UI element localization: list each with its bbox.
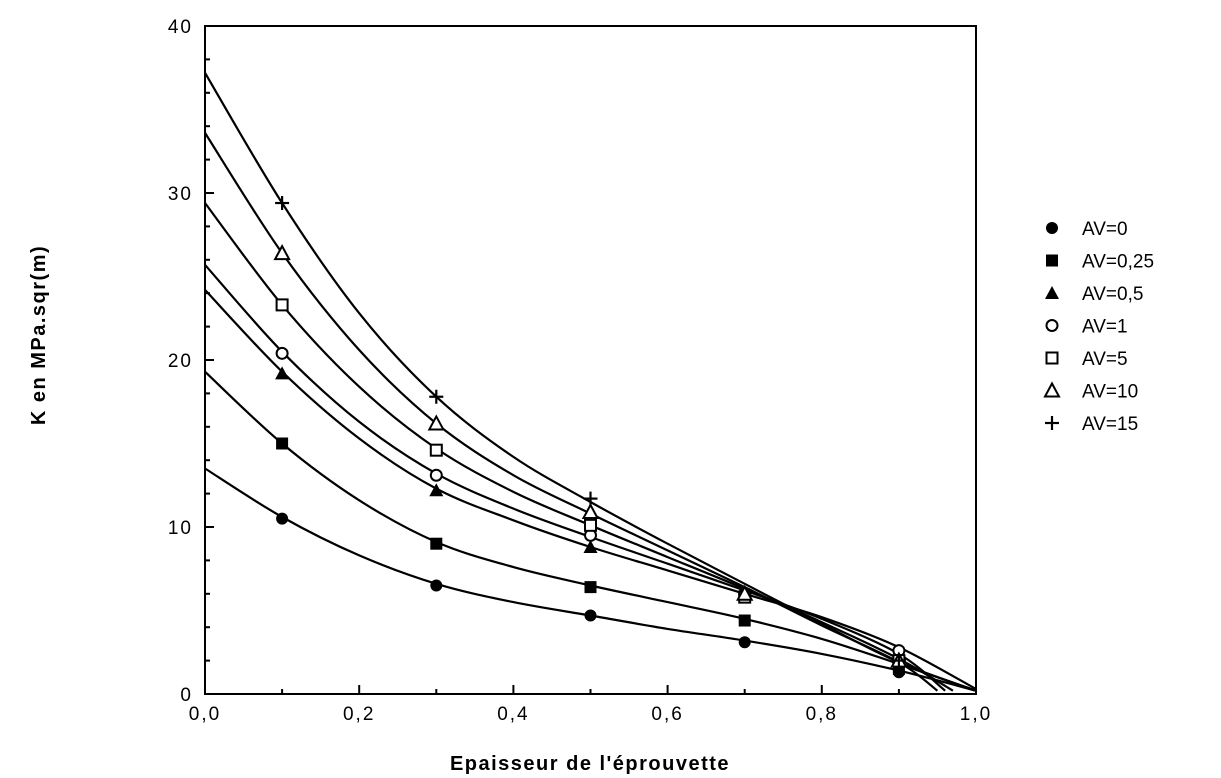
y-axis-ticks: 0 10 20 30 40 [168, 17, 214, 706]
plot-area [204, 25, 977, 695]
y-tick-label: 30 [168, 184, 193, 205]
x-tick-label: 0,4 [497, 704, 529, 725]
point-av-5 [275, 298, 289, 312]
point-av-0 [738, 636, 751, 649]
legend-marker-av-0-25 [1046, 254, 1058, 267]
point-av-5 [584, 518, 597, 532]
point-av-0-5 [583, 540, 598, 554]
x-tick-label: 1,0 [960, 704, 992, 725]
point-av-10 [736, 584, 754, 601]
legend-marker-av-1 [1045, 319, 1059, 332]
point-av-1 [275, 346, 289, 360]
point-av-10 [581, 502, 600, 519]
legend: AV=0 AV=0,25 AV=0,5 AV=1 AV=5 AV=10 AV=15 [1043, 219, 1154, 435]
point-av-0-25 [738, 614, 751, 627]
point-av-5 [429, 443, 443, 457]
x-tick-label: 0,2 [343, 704, 375, 725]
point-av-1 [429, 468, 443, 482]
x-axis-title: Epaisseur de l'éprouvette [450, 753, 730, 775]
series-line-av-10 [204, 132, 939, 692]
y-tick-label: 20 [168, 351, 193, 372]
plot-border [204, 25, 977, 695]
legend-label-av-0-25: AV=0,25 [1082, 252, 1154, 273]
series-line-av-0-5 [204, 289, 977, 690]
legend-label-av-0: AV=0 [1082, 219, 1128, 240]
point-av-10 [427, 414, 445, 431]
x-axis-ticks: 0,0 0,2 0,4 0,6 0,8 1,0 [189, 685, 992, 725]
data-points [273, 196, 908, 679]
point-av-10 [273, 244, 291, 261]
y-axis-title: K en MPa.sqr(m) [28, 245, 50, 425]
point-av-0-25 [276, 437, 289, 450]
legend-label-av-15: AV=15 [1082, 414, 1138, 435]
y-tick-label: 40 [168, 17, 193, 38]
legend-label-av-1: AV=1 [1082, 317, 1128, 338]
x-tick-label: 0,6 [651, 704, 683, 725]
legend-marker-av-10 [1043, 381, 1061, 398]
legend-label-av-5: AV=5 [1082, 349, 1128, 370]
series-line-av-15 [204, 72, 977, 692]
point-av-0 [276, 512, 289, 525]
series-line-av-5 [204, 202, 954, 692]
series-line-av-1 [204, 264, 946, 692]
point-av-0-5 [429, 483, 444, 497]
legend-marker-av-0 [1046, 222, 1058, 234]
y-tick-label: 10 [168, 518, 193, 539]
point-av-0-5 [275, 366, 290, 380]
x-tick-label: 0,8 [806, 704, 838, 725]
point-av-0 [584, 609, 597, 622]
x-tick-label: 0,0 [189, 704, 221, 725]
point-av-15 [891, 653, 906, 668]
legend-label-av-0-5: AV=0,5 [1082, 284, 1143, 305]
point-av-0-25 [430, 537, 443, 550]
legend-marker-av-15 [1045, 416, 1059, 430]
legend-marker-av-0-5 [1045, 286, 1059, 299]
legend-label-av-10: AV=10 [1082, 382, 1138, 403]
point-av-15 [583, 491, 598, 506]
point-av-0 [430, 579, 443, 592]
point-av-0-25 [584, 581, 597, 594]
point-av-15 [429, 389, 444, 404]
legend-marker-av-5 [1045, 351, 1059, 365]
y-tick-label: 0 [180, 685, 193, 706]
point-av-15 [275, 196, 290, 211]
curves [204, 72, 977, 692]
